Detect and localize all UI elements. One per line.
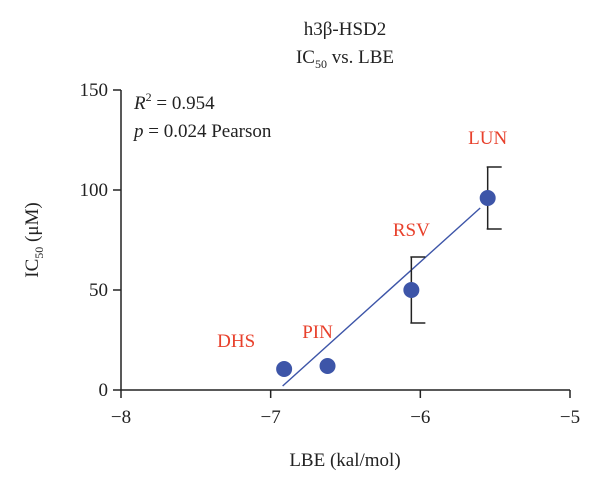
y-ticks: 0 50 100 150 <box>80 80 121 401</box>
y-tick-label: 150 <box>80 80 109 101</box>
x-tick-label: −5 <box>560 407 580 428</box>
p-value-annotation: p = 0.024 Pearson <box>132 121 272 142</box>
regression-line <box>282 207 481 387</box>
y-axis-label: IC50 (μM) <box>22 202 46 278</box>
x-ticks: −8 −7 −6 −5 <box>111 390 580 428</box>
x-axis-label: LBE (kal/mol) <box>289 450 400 471</box>
data-point-pin <box>319 358 336 374</box>
x-tick-label: −8 <box>111 407 131 428</box>
data-point-lun <box>479 190 496 206</box>
x-tick-label: −7 <box>261 407 281 428</box>
y-tick-label: 0 <box>99 380 109 401</box>
y-tick-label: 100 <box>80 180 109 201</box>
point-label-rsv: RSV <box>393 220 430 241</box>
r-squared-annotation: R2 = 0.954 <box>133 90 215 114</box>
x-tick-label: −6 <box>410 407 430 428</box>
point-label-lun: LUN <box>468 128 507 149</box>
data-point-dhs <box>276 361 293 377</box>
point-label-pin: PIN <box>302 322 333 343</box>
point-label-dhs: DHS <box>217 331 255 352</box>
y-tick-label: 50 <box>89 280 108 301</box>
chart-title-line2: IC50 vs. LBE <box>296 47 394 71</box>
data-point-rsv <box>403 282 420 298</box>
point-labels: DHS PIN RSV LUN <box>217 128 507 352</box>
data-points <box>276 190 496 377</box>
chart-title-line1: h3β-HSD2 <box>304 19 387 40</box>
